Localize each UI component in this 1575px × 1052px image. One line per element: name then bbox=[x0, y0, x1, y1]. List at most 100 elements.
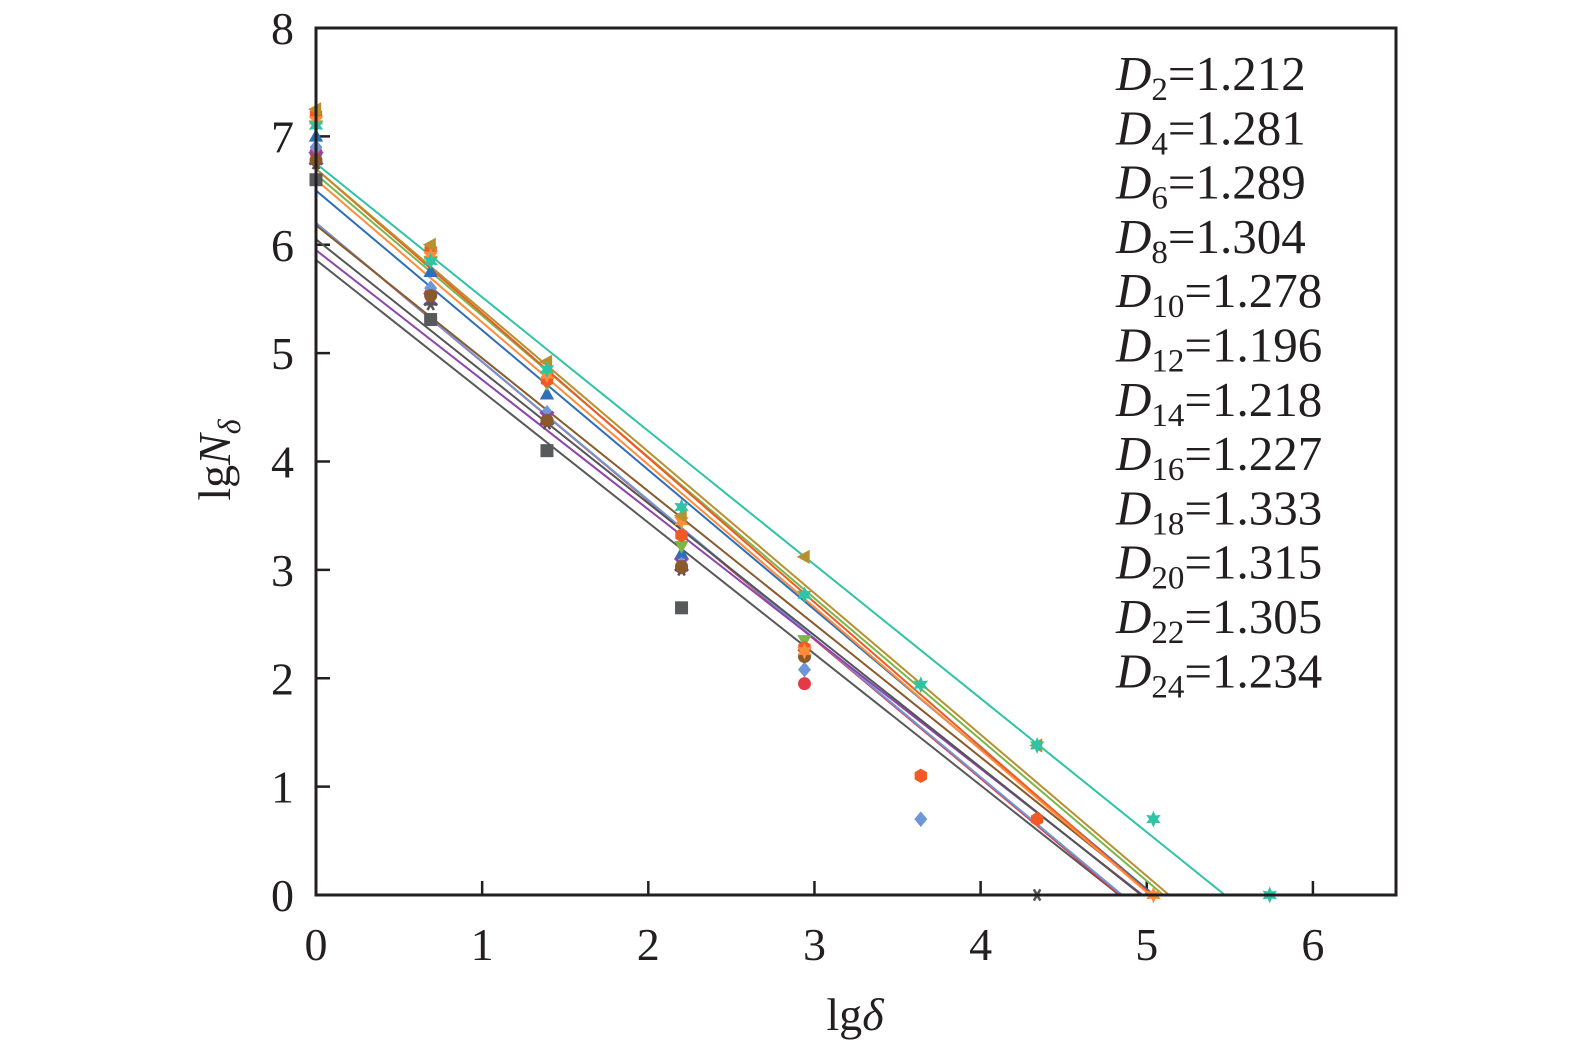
legend-value: =1.315 bbox=[1184, 535, 1322, 590]
x-tick-label: 6 bbox=[1301, 919, 1324, 970]
legend-entry: D8=1.304 bbox=[1115, 209, 1306, 271]
legend-entry: D18=1.333 bbox=[1115, 480, 1322, 542]
fit-line bbox=[315, 168, 1152, 896]
y-axis-title-sub: δ bbox=[211, 418, 247, 434]
legend-entry: D10=1.278 bbox=[1115, 263, 1322, 325]
legend-value: =1.218 bbox=[1184, 372, 1322, 427]
y-axis-title-italic: N bbox=[189, 432, 240, 466]
legend-symbol: D bbox=[1115, 589, 1151, 644]
legend-subscript: 12 bbox=[1151, 344, 1184, 380]
legend-entry: D20=1.315 bbox=[1115, 535, 1322, 597]
fit-line bbox=[315, 168, 1170, 896]
plot-frame bbox=[314, 26, 1398, 897]
legend-entry: D16=1.227 bbox=[1115, 426, 1322, 488]
data-point bbox=[675, 560, 689, 574]
y-tick-label: 3 bbox=[271, 545, 294, 596]
legend-entry: D22=1.305 bbox=[1115, 589, 1322, 651]
data-point bbox=[796, 549, 810, 565]
legend-symbol: D bbox=[1115, 643, 1151, 698]
legend-symbol: D bbox=[1115, 426, 1151, 481]
legend-subscript: 16 bbox=[1151, 452, 1184, 488]
legend-value: =1.234 bbox=[1184, 643, 1322, 698]
legend-subscript: 8 bbox=[1151, 235, 1168, 271]
legend-symbol: D bbox=[1115, 372, 1151, 427]
legend-subscript: 2 bbox=[1151, 72, 1168, 108]
fit-lines bbox=[315, 162, 1226, 896]
legend-value: =1.281 bbox=[1168, 100, 1306, 155]
x-tick-label: 0 bbox=[305, 919, 328, 970]
data-point bbox=[913, 676, 929, 694]
fit-line bbox=[315, 173, 1164, 896]
y-tick-label: 6 bbox=[271, 220, 294, 271]
legend: D2=1.212D4=1.281D6=1.289D8=1.304D10=1.27… bbox=[1115, 46, 1322, 705]
y-tick-label: 4 bbox=[271, 437, 294, 488]
legend-symbol: D bbox=[1115, 46, 1151, 101]
legend-symbol: D bbox=[1115, 263, 1151, 318]
y-tick-label: 1 bbox=[271, 762, 294, 813]
legend-entry: D24=1.234 bbox=[1115, 643, 1322, 705]
data-point bbox=[674, 540, 689, 554]
x-tick-label: 4 bbox=[969, 919, 992, 970]
data-point bbox=[797, 642, 812, 660]
legend-entry: D14=1.218 bbox=[1115, 372, 1322, 434]
legend-subscript: 14 bbox=[1151, 398, 1184, 434]
legend-subscript: 10 bbox=[1151, 289, 1184, 325]
x-axis-title-main: lg bbox=[826, 989, 862, 1040]
x-tick-label: 5 bbox=[1135, 919, 1158, 970]
data-point bbox=[539, 360, 555, 378]
legend-subscript: 18 bbox=[1151, 506, 1184, 542]
legend-subscript: 4 bbox=[1151, 126, 1168, 162]
legend-subscript: 22 bbox=[1151, 615, 1184, 651]
y-tick-label: 8 bbox=[271, 3, 294, 54]
y-tick-label: 2 bbox=[271, 653, 294, 704]
legend-subscript: 6 bbox=[1151, 181, 1168, 217]
fit-line bbox=[315, 162, 1226, 896]
legend-entry: D2=1.212 bbox=[1115, 46, 1306, 108]
legend-subscript: 20 bbox=[1151, 561, 1184, 597]
data-point bbox=[673, 508, 687, 523]
data-point bbox=[674, 498, 689, 516]
fit-line bbox=[315, 224, 1154, 896]
legend-value: =1.305 bbox=[1184, 589, 1322, 644]
legend-symbol: D bbox=[1115, 100, 1151, 155]
legend-subscript: 24 bbox=[1151, 669, 1184, 705]
data-point bbox=[674, 512, 689, 530]
data-point bbox=[424, 289, 438, 303]
x-tick-label: 2 bbox=[637, 919, 660, 970]
data-point bbox=[1146, 810, 1161, 828]
y-axis-title-main: lg bbox=[189, 465, 240, 501]
legend-entry: D4=1.281 bbox=[1115, 100, 1306, 162]
y-axis-title: lgNδ bbox=[189, 418, 247, 500]
legend-value: =1.304 bbox=[1168, 209, 1306, 264]
y-tick-label: 0 bbox=[271, 870, 294, 921]
legend-value: =1.196 bbox=[1184, 318, 1322, 373]
data-point bbox=[422, 237, 436, 252]
y-tick-label: 7 bbox=[271, 111, 294, 162]
legend-value: =1.227 bbox=[1184, 426, 1322, 481]
data-point bbox=[914, 768, 927, 783]
data-point bbox=[423, 252, 438, 270]
fit-line bbox=[315, 238, 1142, 896]
legend-symbol: D bbox=[1115, 318, 1151, 373]
fit-line bbox=[315, 259, 1120, 896]
legend-symbol: D bbox=[1115, 209, 1151, 264]
legend-value: =1.333 bbox=[1184, 480, 1322, 535]
x-axis-title: lgδ bbox=[826, 989, 884, 1040]
legend-entry: D12=1.196 bbox=[1115, 318, 1322, 380]
data-point bbox=[1030, 811, 1044, 827]
data-point bbox=[797, 661, 811, 678]
data-point bbox=[1029, 736, 1045, 754]
x-tick-label: 1 bbox=[471, 919, 494, 970]
data-points bbox=[308, 102, 1278, 904]
data-point bbox=[424, 313, 438, 327]
legend-value: =1.289 bbox=[1168, 155, 1306, 210]
legend-value: =1.212 bbox=[1168, 46, 1306, 101]
data-point bbox=[540, 444, 554, 458]
legend-symbol: D bbox=[1115, 155, 1151, 210]
data-point bbox=[423, 264, 438, 278]
data-point bbox=[797, 586, 812, 604]
data-point bbox=[797, 677, 811, 691]
legend-value: =1.278 bbox=[1184, 263, 1322, 318]
